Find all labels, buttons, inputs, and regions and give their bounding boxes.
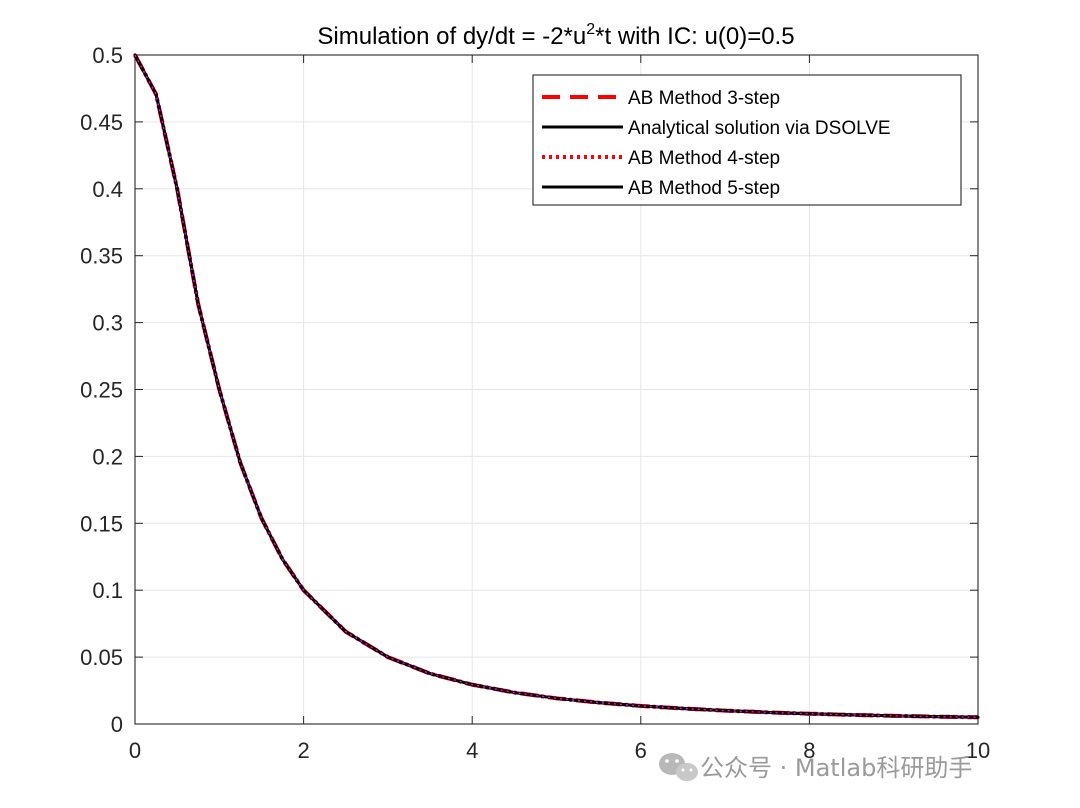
x-tick-label: 2 (297, 738, 309, 763)
x-tick-label: 10 (966, 738, 990, 763)
y-tick-label: 0.15 (80, 511, 123, 536)
chart-title: Simulation of dy/dt = -2*u2*t with IC: u… (317, 21, 794, 50)
axis-ticks (134, 54, 979, 725)
legend-entries: AB Method 3-step Analytical solution via … (542, 88, 891, 199)
y-tick-label: 0 (111, 712, 123, 737)
y-tick-label: 0.45 (80, 110, 123, 135)
series-lines (133, 53, 980, 720)
y-tick-label: 0.1 (92, 578, 123, 603)
y-tick-label: 0.4 (92, 177, 123, 202)
y-tick-label: 0.35 (80, 244, 123, 269)
watermark: 公众号 · Matlab科研助手 (659, 753, 972, 782)
x-tick-label: 4 (466, 738, 478, 763)
x-tick-label: 8 (803, 738, 815, 763)
legend: AB Method 3-step Analytical solution via … (532, 74, 962, 206)
x-tick-label: 6 (635, 738, 647, 763)
legend-label-4: AB Method 5-step (628, 178, 780, 199)
legend-label-2: Analytical solution via DSOLVE (628, 118, 891, 139)
series-overlap-highlight (134, 54, 979, 719)
y-tick-label: 0.25 (80, 378, 123, 403)
axis-tick-labels: 0 2 4 6 8 10 0 0.05 0.1 0.15 0.2 0.25 0.3 0.35 0.4 0.45… (80, 43, 990, 763)
y-tick-label: 0.3 (92, 311, 123, 336)
watermark-text: 公众号 · Matlab科研助手 (700, 754, 972, 782)
legend-label-3: AB Method 4-step (628, 148, 780, 169)
y-tick-label: 0.2 (92, 444, 123, 469)
y-tick-label: 0.05 (80, 645, 123, 670)
y-tick-label: 0.5 (92, 43, 123, 68)
legend-label-1: AB Method 3-step (628, 88, 780, 109)
wechat-icon (659, 753, 698, 781)
x-tick-label: 0 (129, 738, 141, 763)
